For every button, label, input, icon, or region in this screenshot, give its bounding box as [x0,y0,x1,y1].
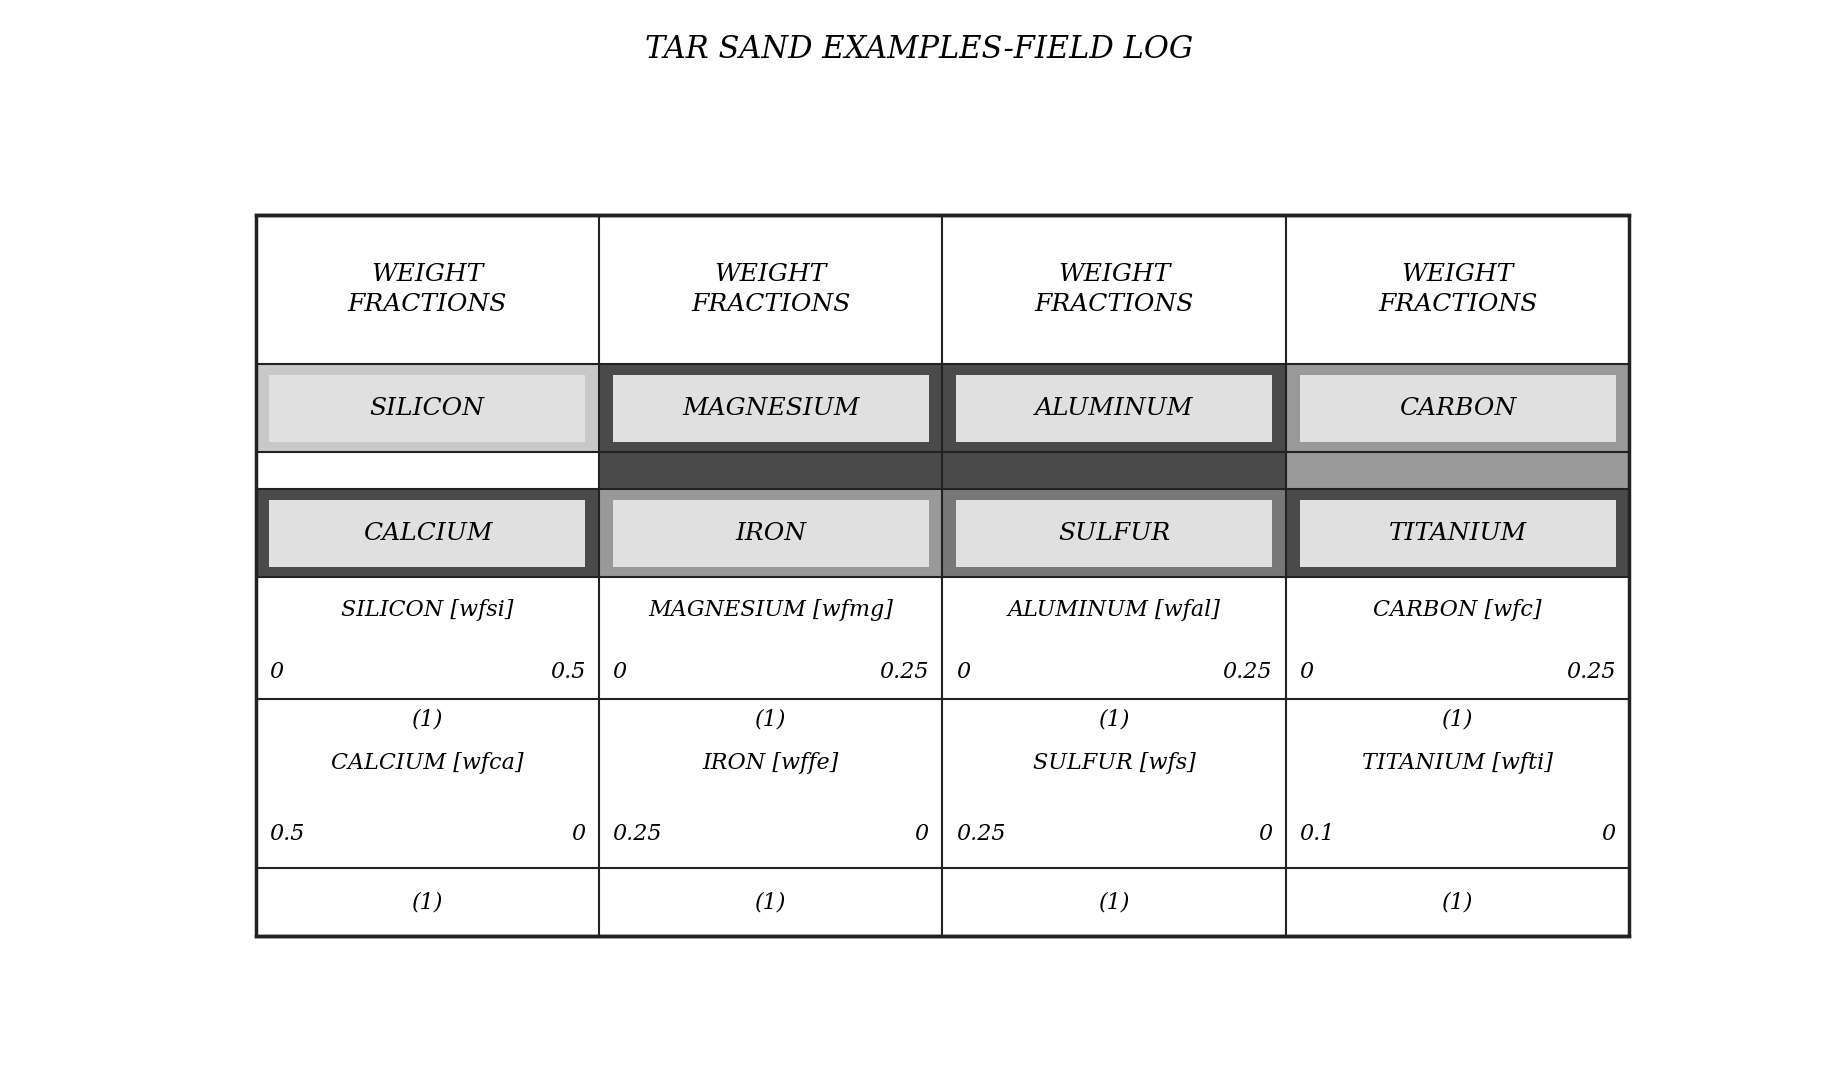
Text: MAGNESIUM: MAGNESIUM [682,397,859,419]
Text: 0.25: 0.25 [1223,661,1273,683]
Text: TITANIUM [wfti]: TITANIUM [wfti] [1363,753,1554,774]
Bar [942,868,1285,936]
Bar [612,375,929,442]
Bar [1285,489,1629,578]
Text: WEIGHT
FRACTIONS: WEIGHT FRACTIONS [348,263,508,316]
Text: CALCIUM [wfca]: CALCIUM [wfca] [331,753,524,774]
Text: TAR SAND EXAMPLES-FIELD LOG: TAR SAND EXAMPLES-FIELD LOG [645,34,1194,65]
Bar [256,699,600,868]
Bar [600,452,942,489]
Text: (1): (1) [1098,891,1129,913]
Bar [1300,500,1616,567]
Text: SILICON: SILICON [370,397,485,419]
Text: CARBON [wfc]: CARBON [wfc] [1374,599,1541,621]
Text: (1): (1) [1098,709,1129,730]
Bar [256,364,600,452]
Text: 0.25: 0.25 [879,661,929,683]
Text: (1): (1) [1442,891,1473,913]
Text: TITANIUM: TITANIUM [1388,522,1526,545]
Text: MAGNESIUM [wfmg]: MAGNESIUM [wfmg] [649,599,894,621]
Text: 0.5: 0.5 [268,823,305,846]
Text: IRON: IRON [736,522,805,545]
Text: 0: 0 [612,661,627,683]
Bar [1285,364,1629,452]
Bar [256,452,600,489]
Bar [268,500,585,567]
Bar [612,500,929,567]
Bar [942,215,1285,364]
Text: 0: 0 [1258,823,1273,846]
Text: CARBON: CARBON [1399,397,1517,419]
Text: WEIGHT
FRACTIONS: WEIGHT FRACTIONS [1035,263,1194,316]
Text: SULFUR [wfs]: SULFUR [wfs] [1034,753,1195,774]
Text: 0: 0 [914,823,929,846]
Text: WEIGHT
FRACTIONS: WEIGHT FRACTIONS [691,263,850,316]
Text: SILICON [wfsi]: SILICON [wfsi] [340,599,513,621]
Text: ALUMINUM: ALUMINUM [1035,397,1194,419]
Text: 0: 0 [572,823,585,846]
Bar [600,578,942,699]
Bar [956,375,1273,442]
Bar [942,699,1285,868]
Bar [1285,699,1629,868]
Bar [1285,868,1629,936]
Text: SULFUR: SULFUR [1057,522,1170,545]
Bar [256,215,600,364]
Text: 0.25: 0.25 [612,823,662,846]
Bar [256,578,600,699]
Text: 0: 0 [1602,823,1616,846]
Bar [600,699,942,868]
Bar [1300,375,1616,442]
Bar [256,868,600,936]
Text: WEIGHT
FRACTIONS: WEIGHT FRACTIONS [1377,263,1537,316]
Bar [268,375,585,442]
Text: 0: 0 [956,661,971,683]
Bar [256,489,600,578]
Bar [1285,578,1629,699]
Text: 0.25: 0.25 [956,823,1006,846]
Text: 0.25: 0.25 [1567,661,1616,683]
Text: (1): (1) [756,891,787,913]
Text: IRON [wffe]: IRON [wffe] [702,753,839,774]
Text: (1): (1) [1442,709,1473,730]
Bar [1285,215,1629,364]
Bar [942,489,1285,578]
Text: 0.1: 0.1 [1300,823,1335,846]
Bar [600,868,942,936]
Text: 0: 0 [268,661,283,683]
Bar [1285,452,1629,489]
Text: (1): (1) [412,709,443,730]
Bar [942,364,1285,452]
Text: CALCIUM: CALCIUM [362,522,493,545]
Bar [942,578,1285,699]
Text: 0.5: 0.5 [550,661,585,683]
Bar [600,215,942,364]
Bar [600,364,942,452]
Bar [956,500,1273,567]
Bar [600,489,942,578]
Text: (1): (1) [412,891,443,913]
Text: 0: 0 [1300,661,1313,683]
Bar [942,452,1285,489]
Text: ALUMINUM [wfal]: ALUMINUM [wfal] [1008,599,1221,621]
Text: (1): (1) [756,709,787,730]
Bar [256,215,1629,936]
